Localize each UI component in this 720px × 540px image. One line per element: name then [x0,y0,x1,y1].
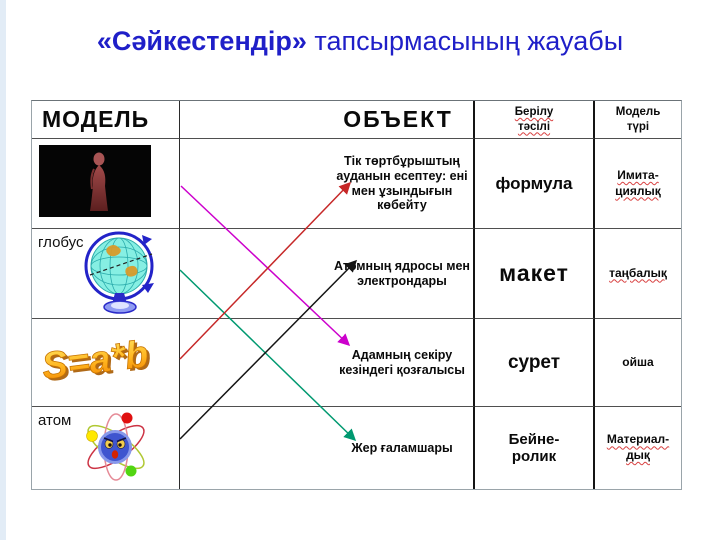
left-edge-bar [0,0,6,540]
object-cell-atom-nucleus: Атомның ядросы мен электрондары [180,229,475,319]
slide-title: «Сәйкестендір» тапсырмасының жауабы [0,26,720,57]
model-cell-globe: глобус [32,229,180,319]
method-cell-maket: макет [475,229,595,319]
model-cell-person [32,139,180,229]
atom-label: атом [38,412,72,429]
method-cell-formula: формула [475,139,595,229]
type-cell-symbolic: таңбалық [595,229,681,319]
title-rest: тапсырмасының жауабы [306,26,624,56]
globe-image [84,231,154,314]
method-text: Бейне-ролик [508,430,560,465]
object-cell-planet-earth: Жер ғаламшары [180,407,475,489]
method-text: формула [495,173,573,193]
object-cell-rectangle-area: Тік төртбұрыштың ауданын есептеу: ені ме… [180,139,475,229]
globe-label: глобус [38,234,84,251]
header-object: ОБЪЕКТ [180,101,475,139]
type-cell-imitation: Имита-циялық [595,139,681,229]
object-text: Тік төртбұрыштың ауданын есептеу: ені ме… [336,154,468,213]
method-text: сурет [507,351,561,373]
model-cell-atom: атом [32,407,180,489]
type-text: Имита-циялық [615,167,661,198]
model-cell-formula: S=a*b S=a*b [32,319,180,407]
type-text: таңбалық [609,265,667,280]
person-3d-image [39,145,151,217]
type-cell-mental: ойша [595,319,681,407]
type-cell-material: Материал-дық [595,407,681,489]
svg-text:S=a*b: S=a*b [40,333,151,388]
header-model-type: Модель түрі [595,101,681,139]
atom-cartoon-image [86,412,145,481]
object-text: Атомның ядросы мен электрондары [334,258,470,288]
method-cell-video: Бейне-ролик [475,407,595,489]
s-equals-ab-3d-text-image: S=a*b S=a*b [39,333,151,390]
object-text: Жер ғаламшары [351,440,453,455]
header-model: МОДЕЛЬ [32,101,180,139]
type-text: ойша [622,354,654,369]
title-emphasis: «Сәйкестендір» [96,26,307,56]
object-cell-person-jumping: Адамның секіру кезіндегі қозғалысы [180,319,475,407]
header-method: Берілу тәсілі [475,101,595,139]
object-text: Адамның секіру кезіндегі қозғалысы [339,347,465,377]
type-text: Материал-дық [606,432,670,462]
method-cell-suret: сурет [475,319,595,407]
method-text: макет [499,260,569,287]
matching-table: МОДЕЛЬ ОБЪЕКТ Берілу тәсілі Модель түрі [31,100,682,490]
